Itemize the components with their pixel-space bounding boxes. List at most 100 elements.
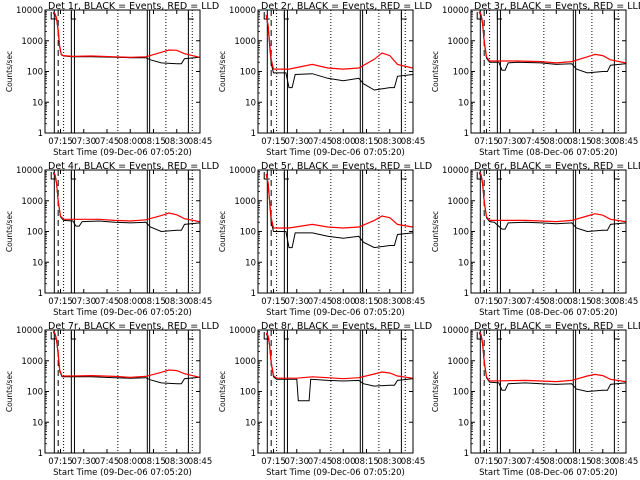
series-lld-line [478,171,626,223]
x-tick-label: 07:30 [285,137,310,147]
panel-det-3r: Det 3r, BLACK = Events, RED = LLD 1 10 100 1… [431,1,640,158]
panel-det-6r: Det 6r, BLACK = Events, RED = LLD 1 10 100 1… [431,161,640,318]
y-tick-label: 10000 [16,326,43,336]
time-bracket-marker [400,332,407,340]
y-tick-label: 10000 [229,166,256,176]
x-tick-label: 08:45 [614,457,639,467]
panel-title: Det 1r, BLACK = Events, RED = LLD [48,1,219,12]
time-bracket-marker [187,172,194,180]
x-axis-label: Start Time (09-Dec-06 07:05:20) [266,468,405,478]
x-axis-label: Start Time (08-Dec-06 07:05:20) [479,308,618,318]
panel-title: Det 6r, BLACK = Events, RED = LLD [474,161,640,172]
y-tick-label: 1 [251,289,256,299]
y-tick-label: 100 [27,388,43,398]
x-tick-label: 07:45 [308,137,333,147]
panel-title: Det 5r, BLACK = Events, RED = LLD [261,161,432,172]
time-bracket-marker [70,12,76,20]
x-tick-label: 08:15 [354,297,379,307]
x-tick-label: 08:00 [118,457,143,467]
x-tick-label: 08:45 [614,297,639,307]
y-tick-label: 10 [458,98,469,108]
time-bracket-marker [283,12,289,20]
time-bracket-marker [263,12,270,20]
series-events-line [265,174,413,249]
y-tick-label: 1000 [21,197,43,207]
x-tick-label: 08:15 [567,457,592,467]
y-tick-label: 1000 [234,37,256,47]
y-tick-label: 1 [251,129,256,139]
y-tick-label: 10 [32,418,43,428]
y-tick-label: 1 [251,449,256,459]
x-tick-label: 08:15 [354,137,379,147]
x-tick-label: 08:45 [188,297,213,307]
y-tick-label: 10000 [442,6,469,16]
y-tick-label: 10 [245,98,256,108]
y-tick-label: 10 [245,258,256,268]
x-tick-label: 07:15 [261,137,286,147]
y-tick-label: 1000 [447,197,469,207]
panel-title: Det 2r, BLACK = Events, RED = LLD [261,1,432,12]
time-bracket-marker [50,12,57,20]
x-tick-label: 08:30 [378,457,403,467]
y-tick-label: 1000 [447,37,469,47]
y-tick-label: 100 [453,68,469,78]
x-tick-label: 08:15 [141,297,166,307]
y-axis-label: Counts/sec [218,211,227,252]
x-tick-label: 08:15 [141,457,166,467]
panel-det-1r: Det 1r, BLACK = Events, RED = LLD 1 10 100 1… [5,1,219,158]
x-tick-label: 08:30 [378,137,403,147]
x-tick-label: 07:30 [285,457,310,467]
x-tick-label: 08:00 [118,297,143,307]
x-tick-label: 08:30 [591,137,616,147]
time-bracket-marker [496,12,502,20]
time-bracket-marker [263,332,270,340]
x-tick-label: 07:45 [308,297,333,307]
x-tick-label: 08:00 [544,297,569,307]
y-tick-label: 10000 [16,6,43,16]
x-tick-label: 07:15 [261,297,286,307]
y-tick-label: 10000 [16,166,43,176]
y-tick-label: 10000 [442,326,469,336]
panel-title: Det 9r, BLACK = Events, RED = LLD [474,321,640,332]
panel-title: Det 3r, BLACK = Events, RED = LLD [474,1,640,12]
x-tick-label: 08:15 [567,297,592,307]
x-tick-label: 07:15 [48,297,73,307]
x-tick-label: 07:45 [95,297,120,307]
x-tick-label: 08:45 [188,137,213,147]
series-lld-line [52,171,200,223]
y-tick-label: 10 [32,98,43,108]
time-bracket-marker [496,332,502,340]
x-tick-label: 07:15 [48,137,73,147]
y-tick-label: 100 [240,388,256,398]
panel-det-9r: Det 9r, BLACK = Events, RED = LLD 1 10 100 1… [431,321,640,478]
y-tick-label: 1 [464,289,469,299]
time-bracket-marker [283,332,289,340]
x-tick-label: 08:45 [188,457,213,467]
time-bracket-marker [476,12,483,20]
x-tick-label: 08:00 [118,137,143,147]
x-tick-label: 08:15 [141,137,166,147]
x-tick-label: 07:30 [498,457,523,467]
panels-grid: Det 1r, BLACK = Events, RED = LLD 1 10 100 1… [5,1,640,478]
x-tick-label: 08:45 [401,297,426,307]
y-tick-label: 100 [453,228,469,238]
time-bracket-marker [187,332,194,340]
x-tick-label: 08:30 [378,297,403,307]
y-tick-label: 1 [464,449,469,459]
y-tick-label: 1000 [447,357,469,367]
time-bracket-marker [283,172,289,180]
y-tick-label: 1000 [234,357,256,367]
panel-det-2r: Det 2r, BLACK = Events, RED = LLD 1 10 100 1… [218,1,432,158]
y-axis-label: Counts/sec [431,211,440,252]
time-bracket-marker [476,332,483,340]
panel-det-8r: Det 8r, BLACK = Events, RED = LLD 1 10 100 1… [218,321,432,478]
x-tick-label: 08:30 [165,137,190,147]
x-tick-label: 07:45 [521,297,546,307]
y-axis-label: Counts/sec [5,51,14,92]
y-tick-label: 10 [32,258,43,268]
y-tick-label: 100 [27,68,43,78]
y-tick-label: 100 [27,228,43,238]
y-axis-label: Counts/sec [218,371,227,412]
x-axis-label: Start Time (08-Dec-06 07:05:20) [479,148,618,158]
